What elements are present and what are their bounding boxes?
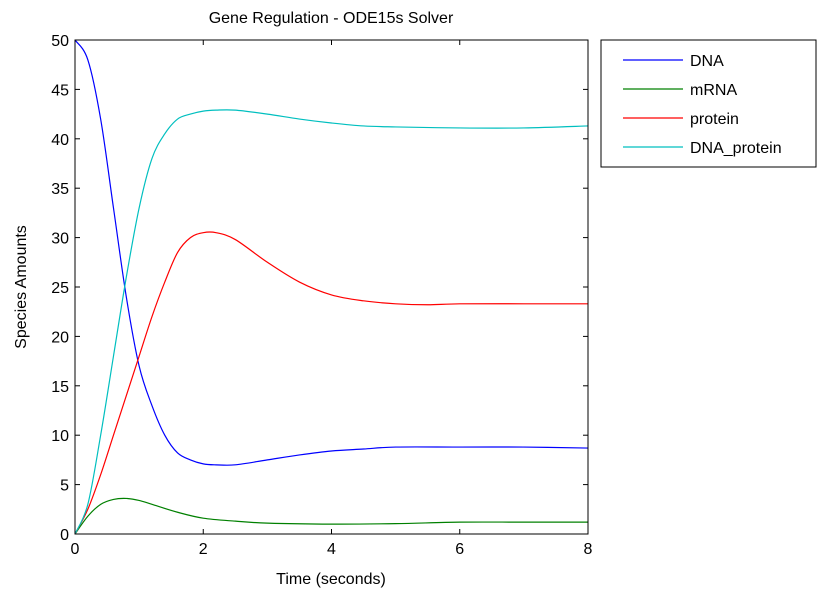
x-axis-tick-labels: 0 2 4 6 8: [71, 541, 593, 558]
series-line-mrna: [74, 497, 588, 535]
y-tick-label: 25: [51, 280, 69, 297]
y-tick-label: 20: [51, 329, 69, 346]
y-tick-label: 45: [51, 82, 69, 99]
legend-label: protein: [690, 111, 739, 128]
y-tick-label: 40: [51, 132, 69, 149]
legend-label: DNA: [690, 53, 724, 70]
chart-title: Gene Regulation - ODE15s Solver: [209, 10, 454, 27]
y-tick-label: 10: [51, 428, 69, 445]
legend-label: mRNA: [690, 82, 737, 99]
legend-box: [600, 39, 817, 168]
series-layer: [74, 39, 589, 535]
plot-area: [75, 40, 588, 534]
y-tick-label: 30: [51, 231, 69, 248]
plot-border: [74, 39, 589, 535]
y-tick-label: 50: [51, 33, 69, 50]
legend-items: DNA mRNA protein DNA_protein: [623, 53, 782, 157]
series-line-protein: [74, 231, 588, 535]
x-tick-label: 6: [455, 541, 464, 558]
legend-label: DNA_protein: [690, 140, 782, 157]
series-line-dna: [74, 39, 589, 466]
y-tick-label: 15: [51, 379, 69, 396]
y-tick-label: 35: [51, 181, 69, 198]
y-axis-label: Species Amounts: [13, 225, 30, 349]
y-tick-label: 0: [60, 527, 69, 544]
y-tick-label: 5: [60, 478, 69, 495]
x-tick-label: 4: [327, 541, 336, 558]
legend: DNA mRNA protein DNA_protein: [600, 39, 817, 168]
x-axis-label: Time (seconds): [276, 571, 386, 588]
x-tick-label: 0: [71, 541, 80, 558]
y-axis-tick-labels: 0 5 10 15 20 25 30 35 40 45 50: [51, 33, 69, 544]
x-tick-label: 8: [584, 541, 593, 558]
x-tick-label: 2: [199, 541, 208, 558]
series-line-dna-protein: [74, 109, 589, 535]
